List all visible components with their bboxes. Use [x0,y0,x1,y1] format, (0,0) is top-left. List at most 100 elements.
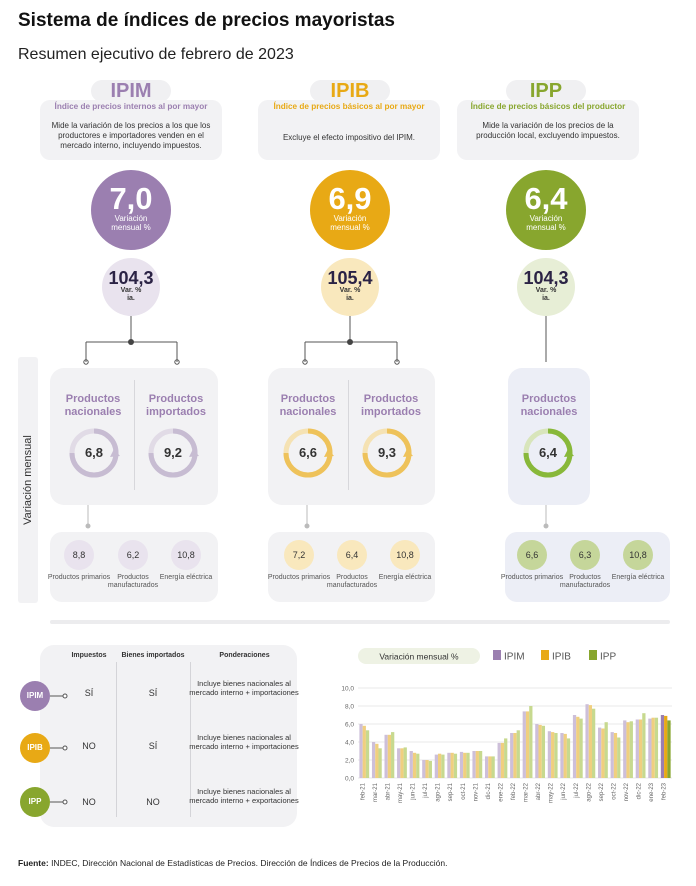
ipim-primary-circle: 8,8 [64,540,94,570]
bar-ipp [453,753,458,778]
ipim-imported-title: Productos importados [146,393,206,418]
x-tick-label: feb-23 [662,782,668,800]
ipim-description-title: Índice de precios internos al por mayor [54,102,208,111]
bar-ipp [591,708,596,778]
bar-ipim [547,731,552,778]
ipim-monthly-value: 7,0 [109,181,153,216]
bar-ipim [560,733,564,778]
bar-ipp [466,752,470,778]
section-divider [50,620,670,624]
table-row-ipp-impuestos: NO [82,797,96,807]
ipib-manufactured-circle: 6,4 [337,540,367,570]
ipim-imported-ring [148,428,199,478]
y-tick-label: 8,0 [345,704,354,711]
ipp-primary-label: Productos primarios [500,574,564,581]
table-divider-2 [190,662,191,817]
x-tick-label: dic-22 [637,782,643,799]
bar-ipib [463,752,467,778]
ipp-monthly-label: Variación mensual % [526,214,566,232]
ipp-description-text: Mide la variación de los precios de la p… [476,121,620,140]
bar-ipp [478,751,483,778]
bar-ipib [450,752,454,778]
table-header-impuestos: Impuestos [71,652,107,659]
bar-ipp [554,733,558,778]
bar-ipib [425,760,429,778]
bar-ipim [371,742,376,778]
ipib-national-value: 6,6 [298,445,318,460]
ipim-monthly-circle: 7,0 Variación mensual % [91,170,171,250]
ipp-description: Índice de precios básicos del productor … [457,100,639,160]
ipib-description-text: Excluye el efecto impositivo del IPIM. [282,133,416,142]
table-row-ipp-importados: NO [146,797,160,807]
bar-ipim [535,724,539,778]
bar-ipib [362,725,366,778]
x-tick-label: ago-22 [586,782,592,801]
ipp-national-ring [523,428,574,478]
legend-label-ipp: IPP [600,652,616,663]
ipim-imported-value: 9,2 [163,445,183,460]
ipib-national-ring [283,428,334,478]
bar-ipib [588,705,592,778]
bar-ipib [551,732,555,778]
x-tick-label: sep-21 [448,782,454,801]
ipib-monthly-circle: 6,9 Variación mensual % [310,170,390,250]
ipim-manufactured-circle: 6,2 [118,540,148,570]
bar-ipib [438,753,442,778]
y-tick-label: 6,0 [345,722,354,729]
bar-ipib [488,756,492,778]
bar-ipib [475,751,479,778]
x-tick-label: ene-22 [498,782,504,801]
bar-ipp [416,753,420,778]
bar-ipim [422,760,426,778]
ipp-products-panel [508,368,590,505]
x-tick-label: feb-22 [511,782,517,800]
legend-swatch-ipim [493,650,501,660]
bar-ipim [359,724,363,778]
ipim-header: IPIM [91,80,171,102]
bar-ipim [635,719,639,778]
bar-ipim [648,718,652,778]
ipim-energy-label: Energía eléctrica [159,574,213,581]
bar-ipp [391,732,395,778]
ipib-imported-ring [362,428,413,478]
bar-ipp [541,725,546,778]
bar-ipib [513,733,517,778]
ipim-manufactured-label: Productos manufacturados [107,574,159,589]
ipim-products-divider [134,380,135,490]
legend-swatch-ipp [589,650,597,660]
table-header-importados: Bienes importados [121,652,185,659]
ipim-description: Índice de precios internos al por mayor … [40,100,222,160]
bar-ipim [409,751,413,778]
x-tick-label: jun-22 [561,782,567,800]
ipim-primary-label: Productos primarios [47,574,111,581]
legend-label-ipim: IPIM [504,652,525,663]
bar-ipib [613,733,618,778]
ipp-monthly-circle: 6,4 Variación mensual % [506,170,586,250]
ipp-manufactured-label: Productos manufacturados [559,574,611,589]
bar-ipib [538,724,542,778]
ipib-yoy-label: Var. % ia. [339,287,361,302]
table-header-ponderaciones: Ponderaciones [219,652,270,659]
bar-ipib [387,734,392,778]
bar-ipim [585,704,589,778]
bar-ipim [610,732,614,778]
side-label-text: Variación mensual [22,435,34,525]
y-tick-label: 2,0 [345,758,354,765]
x-tick-label: nov-22 [624,782,630,801]
page-title: Sistema de índices de precios mayoristas [18,10,396,31]
x-tick-label: oct-22 [611,782,617,799]
ipp-energy-label: Energía eléctrica [611,574,665,581]
bar-ipim [623,720,627,778]
x-tick-label: oct-21 [461,782,467,799]
bar-ipp [667,720,671,778]
ipp-national-value: 6,4 [538,445,558,460]
table-row-ipib-badge: IPIB [20,733,50,763]
ipim-national-title: Productos nacionales [64,393,122,418]
bar-ipib [601,728,605,778]
x-tick-label: jul-22 [574,782,580,798]
monthly-variation-chart: Variación mensual % IPIM IPIB IPP 10,0 8,0 6,0… [341,648,672,803]
footer-text: INDEC, Dirección Nacional de Estadística… [48,858,448,868]
bar-ipim [447,752,451,778]
ipib-imported-title: Productos importados [361,393,421,418]
chart-title: Variación mensual % [379,652,459,662]
